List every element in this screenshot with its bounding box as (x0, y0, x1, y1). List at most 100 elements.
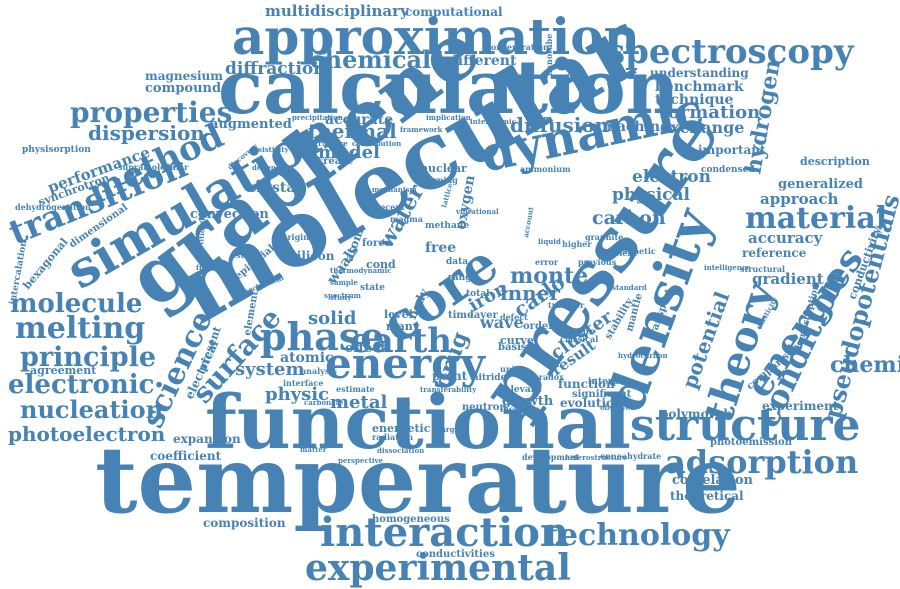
word: order (523, 321, 554, 332)
word: matter (300, 445, 327, 454)
word: convection (190, 207, 269, 222)
word: magma (390, 214, 423, 224)
word: structure (630, 400, 861, 451)
word: coefficient (150, 449, 222, 463)
word: material (745, 201, 887, 236)
word: interatomic (470, 117, 516, 126)
word: heterostructure (565, 453, 628, 462)
word: computational (405, 5, 503, 19)
word: point (432, 369, 468, 383)
word: nitride (472, 373, 507, 383)
word: methane (425, 221, 469, 231)
word: account (521, 205, 535, 238)
word: temperature (95, 426, 741, 534)
word: system (235, 359, 305, 380)
word: nuclear (420, 162, 467, 175)
word: melting (15, 311, 145, 346)
word: silicon (290, 249, 335, 263)
word: many (386, 320, 420, 333)
word: correlation (672, 473, 754, 488)
word: dependent (252, 163, 294, 172)
word: generalized (778, 177, 863, 192)
word: precipitation (292, 113, 343, 122)
word: diffraction (225, 59, 326, 79)
word: physical (612, 185, 691, 205)
word: estimate (336, 384, 375, 394)
word: augmented (210, 117, 292, 132)
word: partitioning (195, 210, 208, 258)
word: unit (500, 364, 519, 374)
word: dissociation (377, 446, 424, 455)
word: different (448, 53, 517, 69)
word: standard (612, 283, 647, 292)
word: evolution (560, 396, 623, 410)
word: photoemission (710, 437, 793, 448)
word: effect (345, 341, 386, 356)
word: level (384, 308, 413, 321)
word: mixture (560, 326, 595, 336)
word: important (698, 143, 766, 157)
word: earth (350, 321, 452, 361)
word: ambient (600, 248, 637, 258)
word: thermal (308, 119, 397, 143)
word: liquid (538, 237, 561, 246)
word: supramolecular (118, 162, 189, 172)
word: relevant (500, 385, 542, 395)
word: learning (420, 175, 458, 185)
word: crystal (248, 180, 301, 196)
word: properties (70, 96, 232, 129)
word: composition (203, 516, 286, 530)
word: curve (500, 334, 534, 347)
word: homogeneous (372, 514, 450, 525)
word: inner (500, 281, 560, 305)
word: molecule (10, 289, 142, 319)
word: free (425, 240, 456, 256)
word: chemical (310, 45, 431, 74)
word: calculation (218, 45, 680, 131)
word: analysis (301, 366, 337, 376)
word: hydrocarbon (618, 351, 668, 360)
word: freezing (196, 263, 228, 272)
word: time (448, 310, 473, 321)
word: recent (376, 202, 405, 212)
word: wave (479, 313, 524, 332)
word: conductivities (416, 549, 495, 560)
word: interface (283, 378, 323, 388)
word: intelligence (704, 263, 751, 272)
word: radiation (372, 432, 413, 442)
word: formation (660, 102, 760, 123)
word: increase (306, 156, 353, 167)
word: diffusion (510, 113, 610, 137)
word: function (558, 377, 615, 391)
word: nanotube (544, 34, 554, 76)
word: energy (325, 339, 486, 388)
word: polymorph (660, 407, 732, 421)
word: accurate (325, 112, 393, 128)
word: phase (260, 314, 384, 359)
word: energetic (372, 422, 431, 435)
word: thermodynamic (330, 266, 391, 275)
word: principle (20, 342, 156, 373)
word: solid (308, 308, 357, 329)
word: growth (502, 394, 554, 409)
word: total (466, 289, 490, 299)
word: reference (742, 246, 807, 260)
word: enneahydrate (600, 451, 661, 461)
word: range (448, 273, 477, 283)
word: compound (145, 81, 221, 96)
word: electron (632, 167, 711, 187)
word: magnetic (614, 246, 656, 256)
word: experiment (762, 399, 839, 413)
word: technique (655, 92, 734, 108)
word: study (330, 293, 352, 302)
word: technology (545, 518, 731, 553)
word: metal (330, 392, 387, 413)
word: defect (500, 312, 528, 322)
word: resistivity (250, 145, 290, 154)
word: mechanism (372, 185, 417, 194)
word: sample (330, 278, 358, 287)
word: perspective (338, 456, 384, 465)
word: magnesium (145, 69, 223, 83)
